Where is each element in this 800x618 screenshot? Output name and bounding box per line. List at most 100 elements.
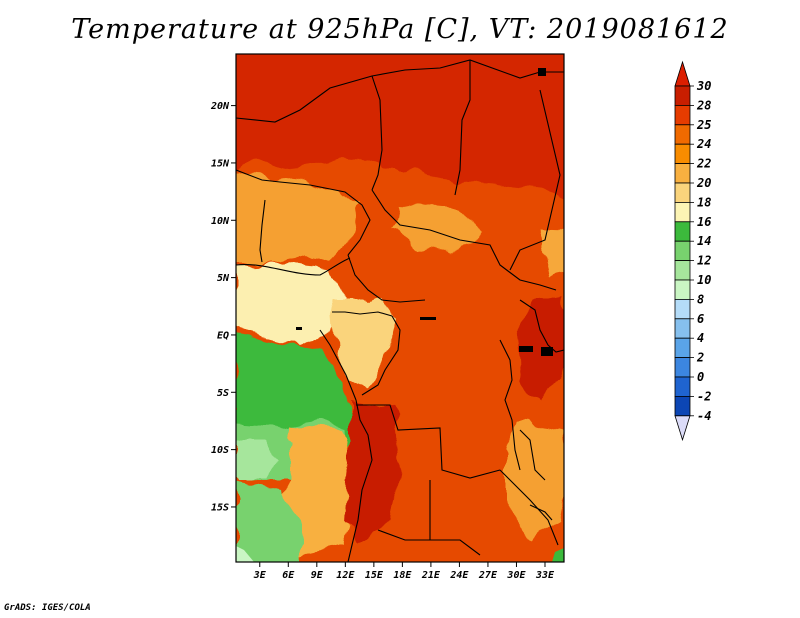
field-southwest-ocean [236, 480, 300, 562]
field-tanzania-warm [505, 420, 564, 540]
boundary-congo [361, 315, 401, 396]
boundary-car-sudan [371, 189, 557, 291]
coastline-gulf [236, 257, 351, 276]
colorbar-segment [674, 376, 691, 397]
colorbar-label: 24 [696, 137, 711, 151]
colorbar-segment [674, 260, 691, 281]
grads-credit: GrADS: IGES/COLA [4, 603, 91, 613]
colorbar-label: 0 [697, 370, 704, 384]
colorbar-label: 10 [697, 273, 711, 287]
colorbar-segment [674, 143, 691, 164]
colorbar-label: 28 [696, 98, 711, 112]
lon-label: 24E [449, 570, 469, 581]
colorbar-segment [674, 221, 691, 242]
lat-label: 5N [217, 273, 230, 284]
colorbar-label: -2 [697, 389, 711, 403]
colorbar-bottom-arrow [674, 415, 691, 442]
colorbar-segment [674, 240, 691, 261]
lake-marks [296, 68, 553, 356]
map-title: Temperature at 925hPa [C], VT: 201908161… [71, 14, 729, 45]
field-warm-west [236, 171, 360, 262]
field-ocean-pale [236, 440, 280, 478]
colorbar-label: 8 [697, 292, 704, 306]
field-gulf-cool [236, 262, 345, 345]
colorbar-label: -4 [697, 409, 711, 423]
colorbar-label: 14 [697, 234, 711, 248]
colorbar-segment [674, 279, 691, 300]
lat-label: 5S [217, 388, 229, 399]
lon-label: 12E [336, 570, 355, 581]
boundary-sahara [236, 59, 564, 123]
lon-label: 18E [393, 570, 412, 581]
field-gabon-mild [330, 300, 395, 390]
colorbar-segment [674, 163, 691, 184]
lat-label: 10N [211, 216, 230, 227]
boundary-nigeria-north [236, 169, 371, 256]
temperature-field [236, 54, 564, 562]
lon-label: 33E [535, 570, 555, 581]
colorbar-segment [674, 337, 691, 359]
lake-tanganyika [519, 429, 546, 481]
lon-label: 9E [311, 570, 324, 581]
island-bioko [296, 327, 302, 330]
colorbar-label: 2 [696, 351, 704, 365]
lon-label: 21E [421, 570, 441, 581]
lat-label: EQ [217, 330, 229, 341]
field-corner-green [552, 548, 564, 562]
colorbar-label: 20 [696, 176, 711, 190]
colorbar-label: 22 [696, 157, 711, 171]
colorbar-label: 4 [697, 331, 704, 345]
lake-albert [519, 346, 533, 352]
lat-label: 20N [210, 101, 230, 112]
coastline-gabon [319, 329, 357, 401]
lon-label: 27E [478, 570, 498, 581]
field-hot-north [236, 54, 564, 198]
colorbar-segment [674, 85, 691, 106]
longitude-axis: 3E 6E 9E 12E 15E 18E 21E 24E 27E 30E 33E [253, 562, 555, 581]
colorbar-segment [674, 124, 691, 145]
lat-label: 15N [211, 158, 230, 169]
boundary-gabon-north [332, 311, 393, 317]
boundary-malawi [499, 469, 559, 546]
colorbar-segment [674, 318, 691, 339]
field-corner-pale [236, 546, 254, 562]
lon-label: 30E [506, 570, 526, 581]
colorbar-segment [674, 182, 691, 203]
boundary-benin [259, 199, 266, 263]
colorbar-segment [674, 298, 691, 320]
country-boundaries [236, 59, 564, 562]
lat-label: 10S [211, 445, 229, 456]
boundary-angola-drc [356, 404, 501, 479]
colorbar-label: 18 [697, 195, 711, 209]
boundary-uganda-kenya [519, 299, 564, 353]
boundary-rift [499, 339, 521, 471]
colorbar-label: 6 [697, 312, 704, 326]
map-frame [235, 53, 565, 563]
colorbar-segment [674, 357, 691, 378]
colorbar-label: 25 [696, 118, 711, 132]
field-east-hot [515, 295, 564, 400]
boundary-mozambique [529, 504, 553, 521]
colorbar-segment [674, 105, 691, 126]
colorbar-top-arrow [674, 60, 691, 87]
lake-tumba [420, 317, 436, 320]
colorbar-segment [674, 201, 691, 223]
coastline-angola [347, 399, 373, 562]
lon-label: 6E [282, 570, 295, 581]
latitude-axis: 20N 15N 10N 5N EQ 5S 10S 15S [210, 101, 236, 513]
lake-victoria [541, 347, 553, 356]
boundary-cameroon-car [347, 254, 426, 303]
boundary-chad-sudan [454, 60, 471, 196]
field-car-warm [395, 205, 480, 250]
lake-nasser [538, 68, 546, 76]
field-ethiopia-warm [540, 230, 564, 275]
colorbar-label: 16 [697, 215, 711, 229]
boundary-sudan-east [509, 89, 561, 271]
colorbar-label: 12 [697, 254, 711, 268]
field-ocean-green [236, 332, 355, 450]
colorbar-label: 30 [696, 79, 711, 93]
field-angola-hot [345, 400, 400, 540]
lon-label: 3E [253, 570, 267, 581]
